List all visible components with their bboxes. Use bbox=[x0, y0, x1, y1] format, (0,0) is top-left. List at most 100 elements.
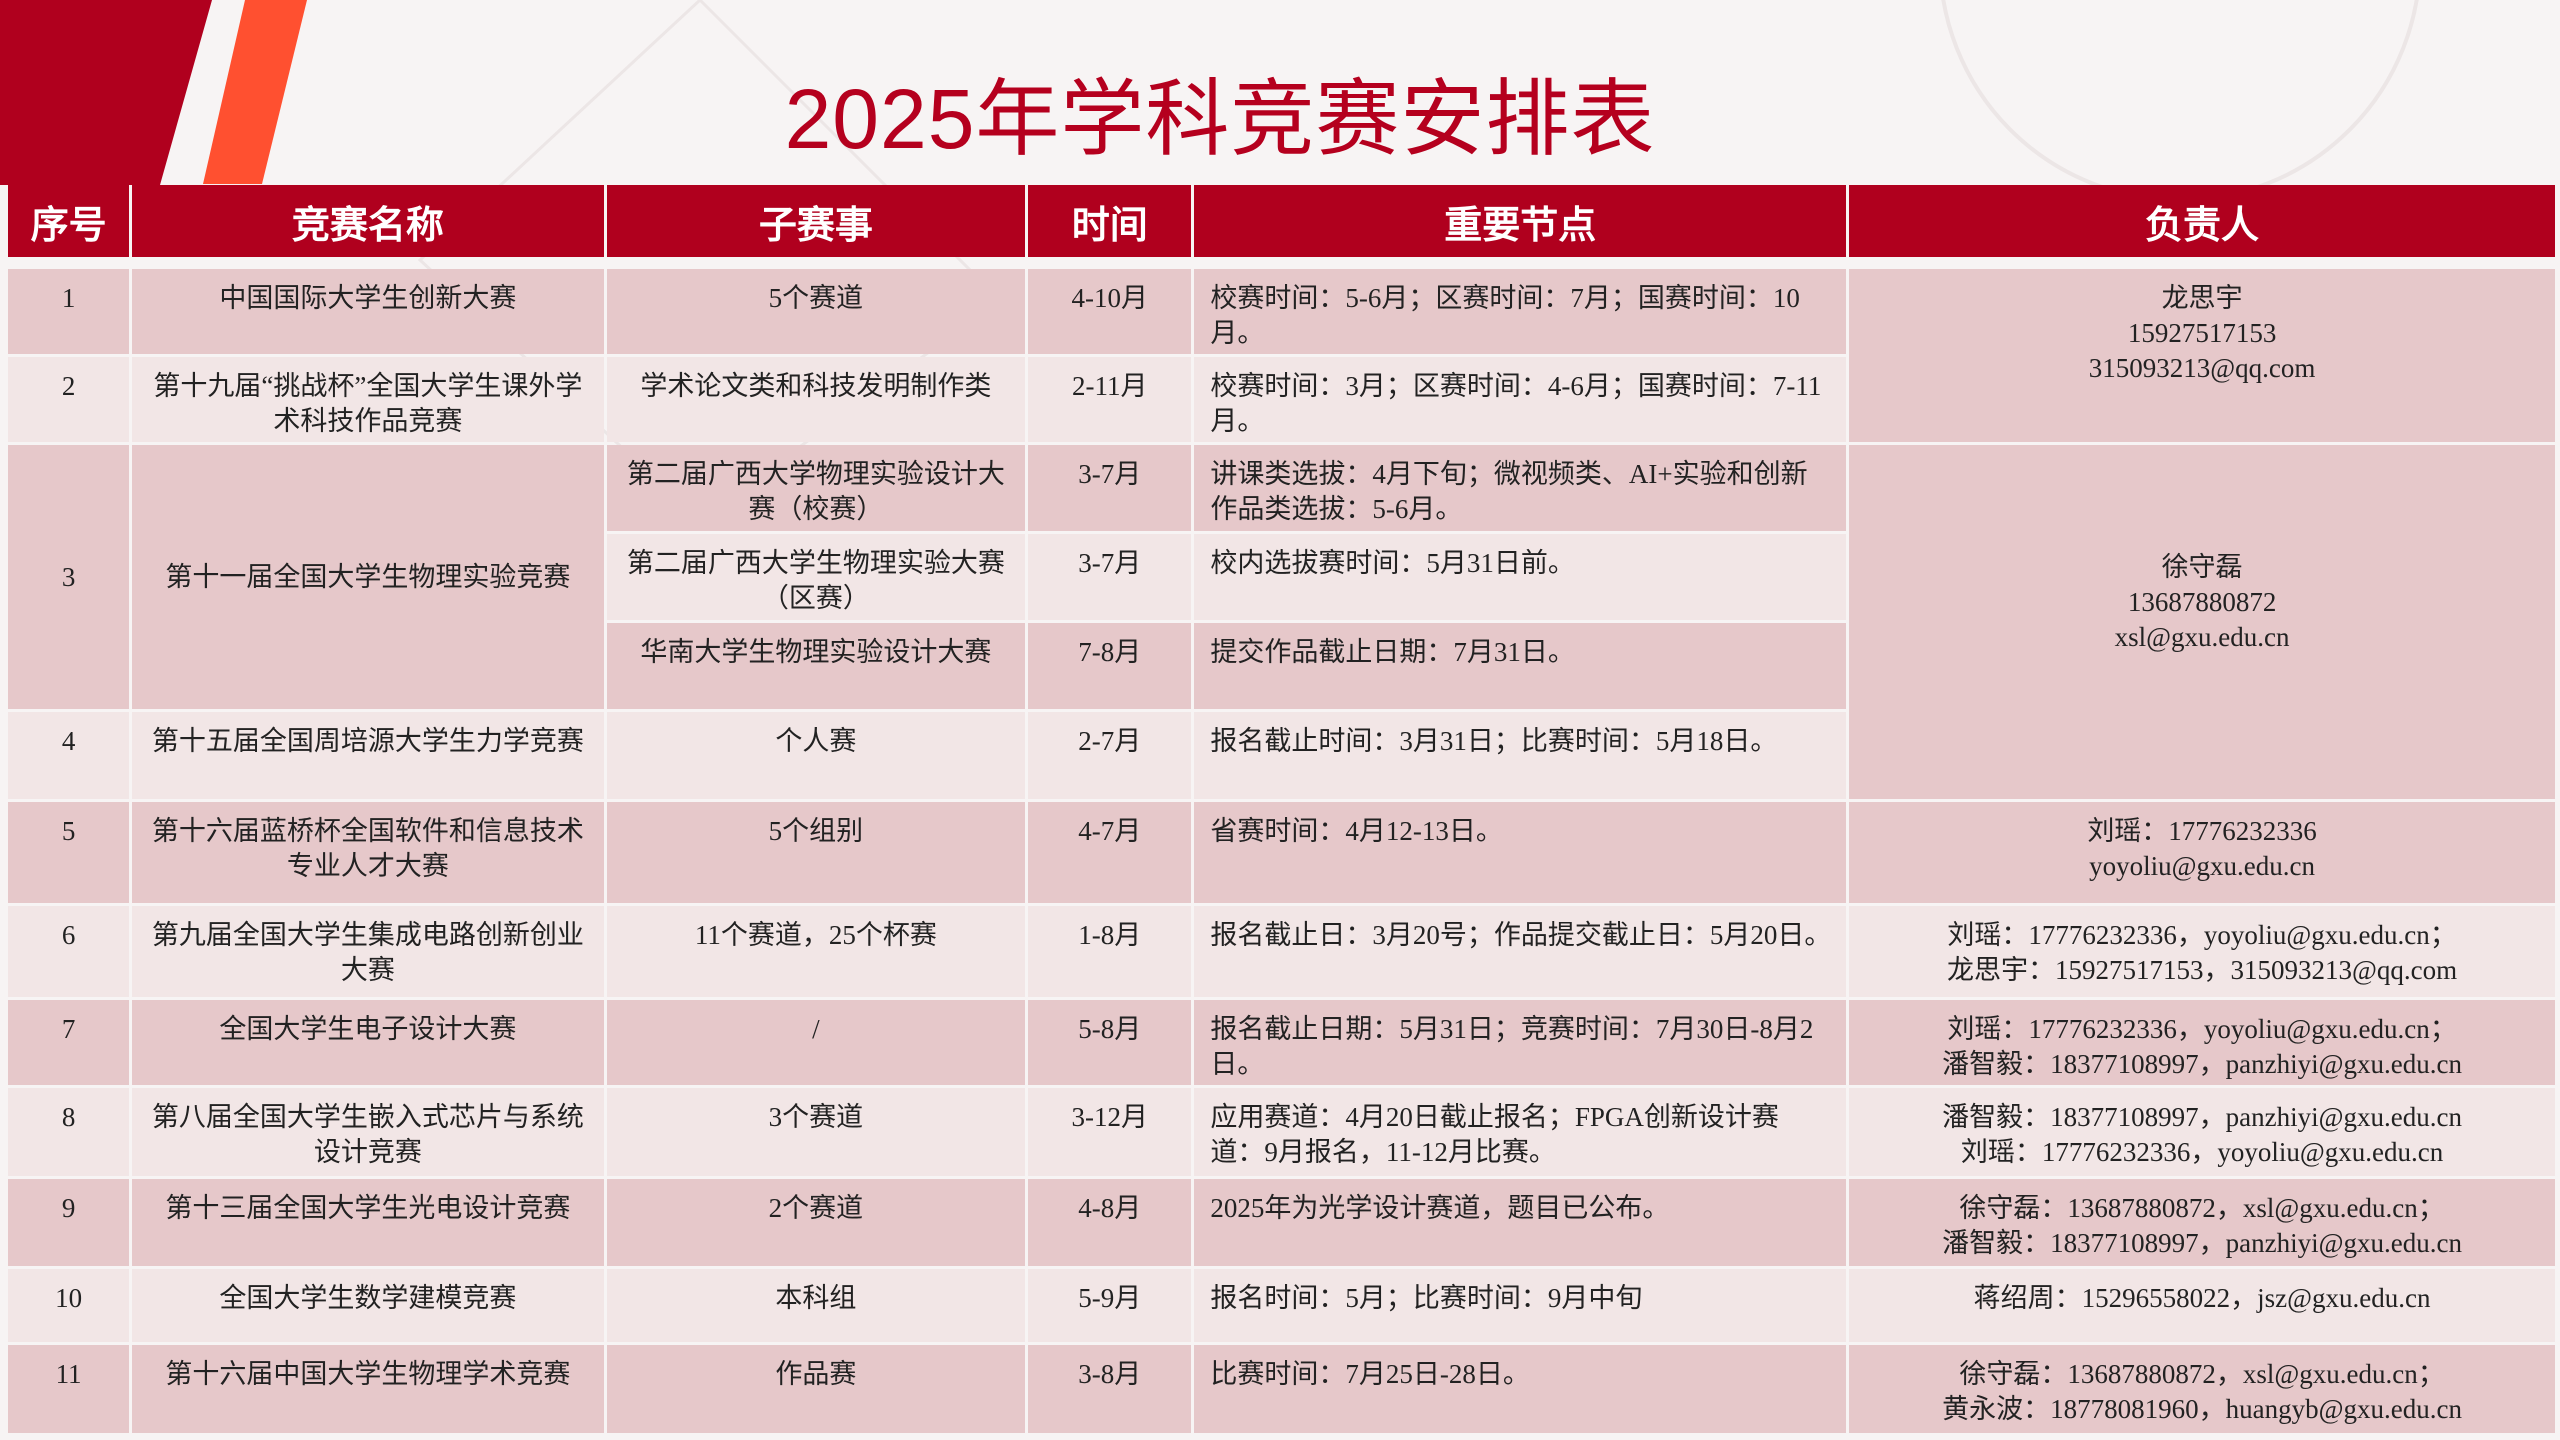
table-body: 1 中国国际大学生创新大赛 5个赛道 4-10月 校赛时间：5-6月；区赛时间：7月；国… bbox=[8, 269, 2555, 1433]
competition-name-cell: 第八届全国大学生嵌入式芯片与系统设计竞赛 bbox=[132, 1088, 604, 1176]
competition-name-cell: 第九届全国大学生集成电路创新创业大赛 bbox=[132, 906, 604, 997]
sub-event-cell: 11个赛道，25个杯赛 bbox=[606, 906, 1026, 997]
sub-event-cell: 个人赛 bbox=[606, 712, 1026, 799]
index-cell: 5 bbox=[8, 802, 130, 903]
milestones-cell: 报名截止时间：3月31日；比赛时间：5月18日。 bbox=[1194, 712, 1847, 799]
responsible-line: yoyoliu@gxu.edu.cn bbox=[2089, 851, 2315, 881]
responsible-cell: 刘瑶：17776232336，yoyoliu@gxu.edu.cn； 潘智毅：18… bbox=[1849, 1000, 2555, 1085]
time-cell: 3-7月 bbox=[1028, 445, 1192, 531]
responsible-line: 黄永波：18778081960，huangyb@gxu.edu.cn bbox=[1942, 1394, 2462, 1424]
header-row: 序号 竞赛名称 子赛事 时间 重要节点 负责人 bbox=[8, 185, 2555, 257]
sub-event-cell: 3个赛道 bbox=[606, 1088, 1026, 1176]
milestones-cell: 2025年为光学设计赛道，题目已公布。 bbox=[1194, 1179, 1847, 1266]
milestones-cell: 校内选拔赛时间：5月31日前。 bbox=[1194, 534, 1847, 620]
time-cell: 5-9月 bbox=[1028, 1269, 1192, 1342]
table-row: 4 第十五届全国周培源大学生力学竞赛 个人赛 2-7月 报名截止时间：3月31日；比赛时… bbox=[8, 712, 2555, 799]
competition-name-cell: 全国大学生电子设计大赛 bbox=[132, 1000, 604, 1085]
responsible-line: 315093213@qq.com bbox=[2088, 353, 2316, 383]
responsible-line: 刘瑶：17776232336，yoyoliu@gxu.edu.cn bbox=[1960, 1137, 2444, 1167]
table-row: 2 第十九届“挑战杯”全国大学生课外学术科技作品竞赛 学术论文类和科技发明制作类 2-… bbox=[8, 357, 2555, 442]
orange-stripe bbox=[203, 0, 307, 184]
responsible-line: 徐守磊：13687880872，xsl@gxu.edu.cn； bbox=[1959, 1193, 2445, 1223]
index-cell: 1 bbox=[8, 269, 130, 354]
index-cell: 6 bbox=[8, 906, 130, 997]
sub-event-cell: 第二届广西大学生物理实验大赛（区赛） bbox=[606, 534, 1026, 620]
responsible-cell: 刘瑶：17776232336，yoyoliu@gxu.edu.cn； 龙思宇：15… bbox=[1849, 906, 2555, 997]
sub-event-cell: / bbox=[606, 1000, 1026, 1085]
sub-event-cell: 5个组别 bbox=[606, 802, 1026, 903]
responsible-line: 龙思宇：15927517153，315093213@qq.com bbox=[1947, 955, 2458, 985]
milestones-cell: 讲课类选拔：4月下旬；微视频类、AI+实验和创新作品类选拔：5-6月。 bbox=[1194, 445, 1847, 531]
index-cell: 9 bbox=[8, 1179, 130, 1266]
index-cell: 7 bbox=[8, 1000, 130, 1085]
responsible-line: 刘瑶：17776232336，yoyoliu@gxu.edu.cn； bbox=[1947, 920, 2457, 950]
responsible-line: 徐守磊：13687880872，xsl@gxu.edu.cn； bbox=[1959, 1359, 2445, 1389]
time-cell: 7-8月 bbox=[1028, 623, 1192, 709]
responsible-cell: 刘瑶：17776232336 yoyoliu@gxu.edu.cn bbox=[1849, 802, 2555, 903]
table-row: 7 全国大学生电子设计大赛/5-8月 报名截止日期：5月31日；竞赛时间：7月30日… bbox=[8, 1000, 2555, 1085]
responsible-line: 龙思宇 bbox=[2161, 283, 2243, 313]
milestones-cell: 报名截止日期：5月31日；竞赛时间：7月30日-8月2日。 bbox=[1194, 1000, 1847, 1085]
responsible-cell: 徐守磊：13687880872，xsl@gxu.edu.cn； 黄永波：18778… bbox=[1849, 1345, 2555, 1433]
competition-name-cell: 第十三届全国大学生光电设计竞赛 bbox=[132, 1179, 604, 1266]
responsible-line: 15927517153 bbox=[2127, 318, 2277, 348]
time-cell: 2-7月 bbox=[1028, 712, 1192, 799]
competition-name-cell: 全国大学生数学建模竞赛 bbox=[132, 1269, 604, 1342]
responsible-line: 潘智毅：18377108997，panzhiyi@gxu.edu.cn bbox=[1942, 1102, 2462, 1132]
responsible-cell: 龙思宇 15927517153 315093213@qq.com bbox=[1849, 269, 2555, 442]
milestones-cell: 报名时间：5月；比赛时间：9月中旬 bbox=[1194, 1269, 1847, 1342]
responsible-line: 刘瑶：17776232336，yoyoliu@gxu.edu.cn； bbox=[1947, 1014, 2457, 1044]
sub-event-cell: 5个赛道 bbox=[606, 269, 1026, 354]
header-competition-name: 竞赛名称 bbox=[132, 185, 604, 257]
competition-name-cell: 中国国际大学生创新大赛 bbox=[132, 269, 604, 354]
competition-name-cell: 第十六届蓝桥杯全国软件和信息技术专业人才大赛 bbox=[132, 802, 604, 903]
milestones-cell: 比赛时间：7月25日-28日。 bbox=[1194, 1345, 1847, 1433]
header-index: 序号 bbox=[8, 185, 130, 257]
sub-event-cell: 2个赛道 bbox=[606, 1179, 1026, 1266]
competition-name-cell: 第十六届中国大学生物理学术竞赛 bbox=[132, 1345, 604, 1433]
competition-name-cell: 第十九届“挑战杯”全国大学生课外学术科技作品竞赛 bbox=[132, 357, 604, 442]
header-milestones: 重要节点 bbox=[1194, 185, 1847, 257]
sub-event-cell: 学术论文类和科技发明制作类 bbox=[606, 357, 1026, 442]
time-cell: 5-8月 bbox=[1028, 1000, 1192, 1085]
responsible-cell: 徐守磊：13687880872，xsl@gxu.edu.cn； 潘智毅：18377… bbox=[1849, 1179, 2555, 1266]
responsible-line: 13687880872 bbox=[2127, 586, 2277, 617]
milestones-cell: 提交作品截止日期：7月31日。 bbox=[1194, 623, 1847, 709]
milestones-cell: 报名截止日：3月20号；作品提交截止日：5月20日。 bbox=[1194, 906, 1847, 997]
milestones-cell: 校赛时间：3月；区赛时间：4-6月；国赛时间：7-11月。 bbox=[1194, 357, 1847, 442]
red-corner-shape bbox=[0, 0, 212, 185]
responsible-line: 徐守磊 bbox=[2161, 551, 2243, 582]
table-row: 8 第八届全国大学生嵌入式芯片与系统设计竞赛 3个赛道 3-12月 应用赛道：4月20日… bbox=[8, 1088, 2555, 1176]
responsible-line: 蒋绍周：15296558022，jsz@gxu.edu.cn bbox=[1973, 1283, 2431, 1313]
competition-name-cell: 第十一届全国大学生物理实验竞赛 bbox=[132, 445, 604, 709]
time-cell: 4-7月 bbox=[1028, 802, 1192, 903]
index-cell: 11 bbox=[8, 1345, 130, 1433]
responsible-line: 刘瑶：17776232336 bbox=[2087, 816, 2317, 846]
table-row: 华南大学生物理实验设计大赛 7-8月 提交作品截止日期：7月31日。 bbox=[8, 623, 2555, 709]
responsible-cell: 蒋绍周：15296558022，jsz@gxu.edu.cn bbox=[1849, 1269, 2555, 1342]
sub-event-cell: 作品赛 bbox=[606, 1345, 1026, 1433]
milestones-cell: 应用赛道：4月20日截止报名；FPGA创新设计赛道：9月报名，11-12月比赛。 bbox=[1194, 1088, 1847, 1176]
table-row: 6 第九届全国大学生集成电路创新创业大赛 11个赛道，25个杯赛 1-8月 报名截止日：… bbox=[8, 906, 2555, 997]
header-sub-event: 子赛事 bbox=[606, 185, 1026, 257]
responsible-line: 潘智毅：18377108997，panzhiyi@gxu.edu.cn bbox=[1942, 1228, 2462, 1258]
sub-event-cell: 华南大学生物理实验设计大赛 bbox=[606, 623, 1026, 709]
schedule-table: 序号 竞赛名称 子赛事 时间 重要节点 负责人 1 中国国际大学生创新大赛 5个赛道… bbox=[5, 182, 2558, 1436]
index-cell: 10 bbox=[8, 1269, 130, 1342]
time-cell: 1-8月 bbox=[1028, 906, 1192, 997]
sub-event-cell: 第二届广西大学物理实验设计大赛（校赛） bbox=[606, 445, 1026, 531]
time-cell: 3-8月 bbox=[1028, 1345, 1192, 1433]
sub-event-cell: 本科组 bbox=[606, 1269, 1026, 1342]
table-row: 5 第十六届蓝桥杯全国软件和信息技术专业人才大赛 5个组别 4-7月 省赛时间：4月12… bbox=[8, 802, 2555, 903]
header-responsible: 负责人 bbox=[1849, 185, 2555, 257]
milestones-cell: 省赛时间：4月12-13日。 bbox=[1194, 802, 1847, 903]
time-cell: 2-11月 bbox=[1028, 357, 1192, 442]
index-cell: 4 bbox=[8, 712, 130, 799]
milestones-cell: 校赛时间：5-6月；区赛时间：7月；国赛时间：10月。 bbox=[1194, 269, 1847, 354]
time-cell: 4-8月 bbox=[1028, 1179, 1192, 1266]
time-cell: 4-10月 bbox=[1028, 269, 1192, 354]
page-title: 2025年学科竞赛安排表 bbox=[784, 72, 1656, 166]
responsible-line: xsl@gxu.edu.cn bbox=[2114, 621, 2290, 652]
index-cell: 3 bbox=[8, 445, 130, 709]
table-row: 第二届广西大学生物理实验大赛（区赛） 3-7月 校内选拔赛时间：5月31日前。 bbox=[8, 534, 2555, 620]
